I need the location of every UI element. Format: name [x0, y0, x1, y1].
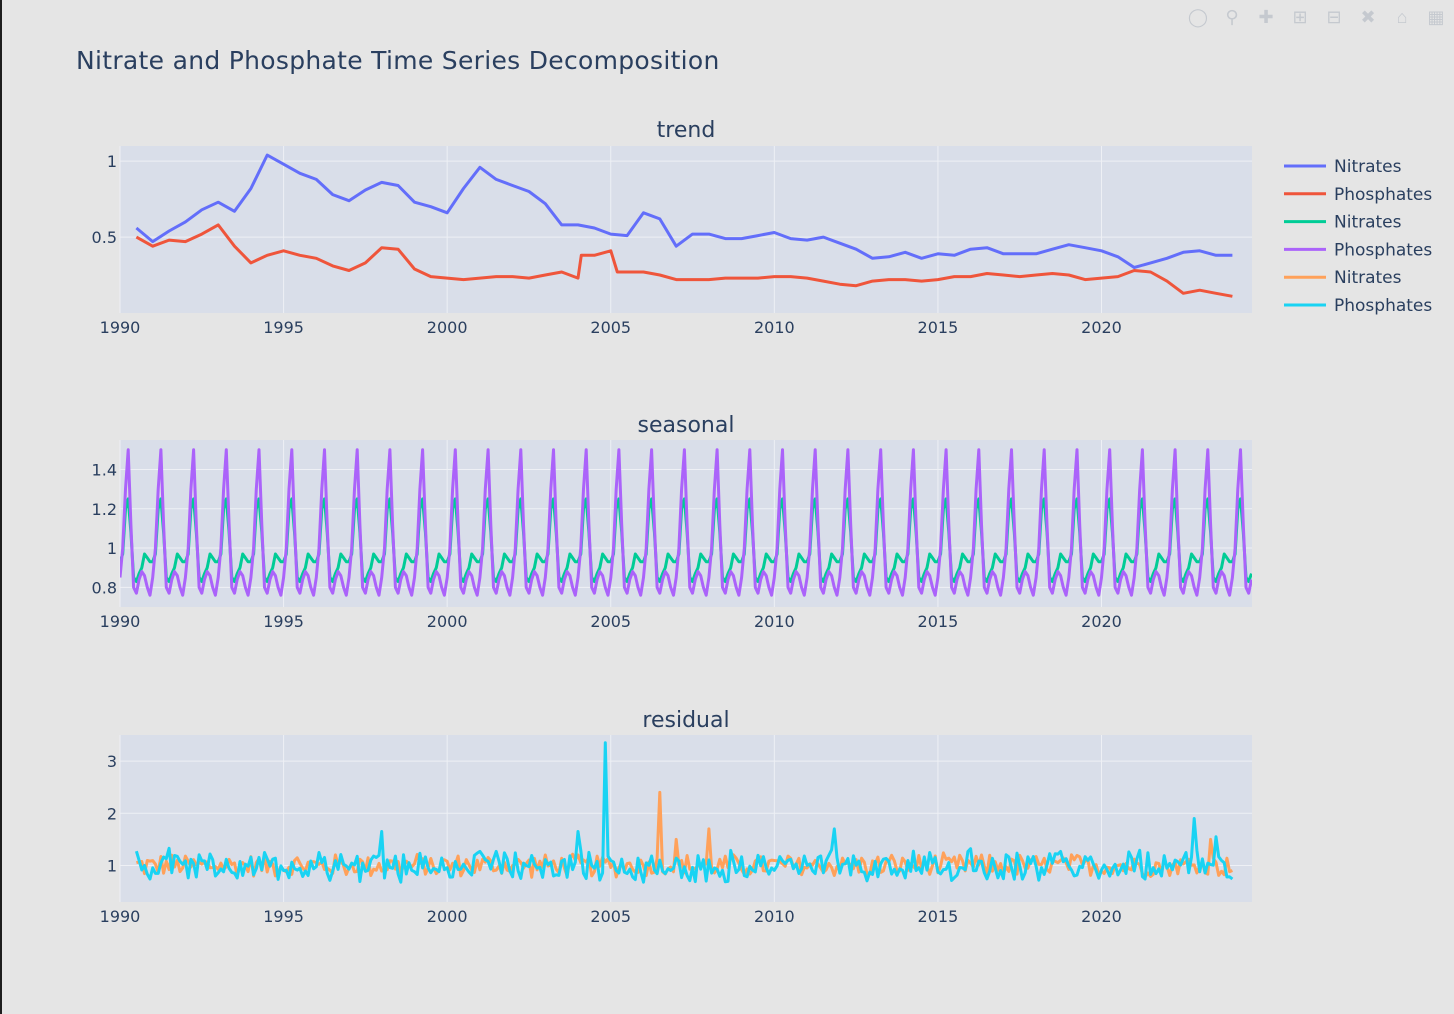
x-tick-label: 2005	[590, 318, 631, 337]
subplot-title: seasonal	[638, 413, 735, 438]
x-tick-label: 1990	[100, 612, 141, 631]
x-tick-label: 2020	[1081, 318, 1122, 337]
legend-item-label: Phosphates	[1334, 240, 1432, 260]
series-line-phosphates	[135, 223, 1233, 298]
x-tick-label: 2005	[590, 907, 631, 926]
zoom-icon[interactable]: ⚲	[1225, 7, 1239, 27]
plotly-logo-icon[interactable]: ▦	[1427, 7, 1445, 27]
x-tick-label: 1995	[263, 612, 304, 631]
x-tick-label: 1990	[100, 907, 141, 926]
reset-axes-icon[interactable]: ⌂	[1396, 7, 1408, 27]
subplot-residual: 1990 1995 2000 2005 2010 2015 2020 1 2 3 residual	[100, 708, 1252, 926]
y-tick-label: 1.2	[92, 500, 117, 519]
y-tick-label: 1.4	[92, 460, 117, 479]
pan-icon[interactable]: ✚	[1258, 7, 1274, 27]
x-tick-label: 1995	[263, 907, 304, 926]
subplot-seasonal: 1990 1995 2000 2005 2010 2015 2020 0.8 1 1.2 1.4 se…	[92, 413, 1252, 631]
x-tick-label: 2000	[427, 612, 468, 631]
y-tick-label: 2	[107, 804, 117, 823]
camera-icon[interactable]: ◯	[1187, 7, 1209, 27]
series-line-phosphates	[134, 741, 1234, 884]
y-tick-label: 0.8	[92, 578, 117, 597]
x-tick-label: 1990	[100, 318, 141, 337]
subplot-title: residual	[642, 708, 729, 733]
y-tick-label: 1	[107, 856, 117, 875]
series-line-nitrates	[136, 790, 1233, 879]
x-tick-label: 2010	[754, 318, 795, 337]
legend-item-label: Phosphates	[1334, 185, 1432, 205]
legend-item-label: Phosphates	[1334, 296, 1432, 316]
legend-item-label: Nitrates	[1334, 213, 1402, 233]
x-tick-label: 2015	[918, 612, 959, 631]
y-tick-label: 1	[107, 539, 117, 558]
x-tick-label: 2005	[590, 612, 631, 631]
x-tick-label: 2020	[1081, 612, 1122, 631]
chart-title: Nitrate and Phosphate Time Series Decomp…	[76, 46, 720, 75]
series-line-nitrates	[135, 153, 1233, 269]
legend-item-label: Nitrates	[1334, 157, 1402, 177]
zoom-out-icon[interactable]: ⊟	[1326, 7, 1342, 27]
x-tick-label: 1995	[263, 318, 304, 337]
x-tick-label: 2015	[918, 318, 959, 337]
series-line-phosphates	[120, 448, 1252, 597]
window-edge	[0, 0, 2, 1014]
legend: Nitrates Phosphates Nitrates Phosphates Nitr…	[1284, 157, 1432, 316]
plot-area	[120, 146, 1252, 313]
y-tick-label: 3	[107, 752, 117, 771]
subplot-trend: 1990 1995 2000 2005 2010 2015 2020 0.5 1 trend	[92, 118, 1252, 337]
x-tick-label: 2000	[427, 318, 468, 337]
subplot-title: trend	[657, 118, 716, 143]
autoscale-icon[interactable]: ✖	[1360, 7, 1376, 27]
legend-item-label: Nitrates	[1334, 268, 1402, 288]
x-tick-label: 2000	[427, 907, 468, 926]
y-tick-label: 0.5	[92, 228, 117, 247]
x-tick-label: 2010	[754, 612, 795, 631]
x-tick-label: 2010	[754, 907, 795, 926]
modebar: ◯ ⚲ ✚ ⊞ ⊟ ✖ ⌂ ▦	[1186, 6, 1448, 28]
x-tick-label: 2020	[1081, 907, 1122, 926]
zoom-in-icon[interactable]: ⊞	[1292, 7, 1308, 27]
y-tick-label: 1	[107, 152, 117, 171]
x-tick-label: 2015	[918, 907, 959, 926]
